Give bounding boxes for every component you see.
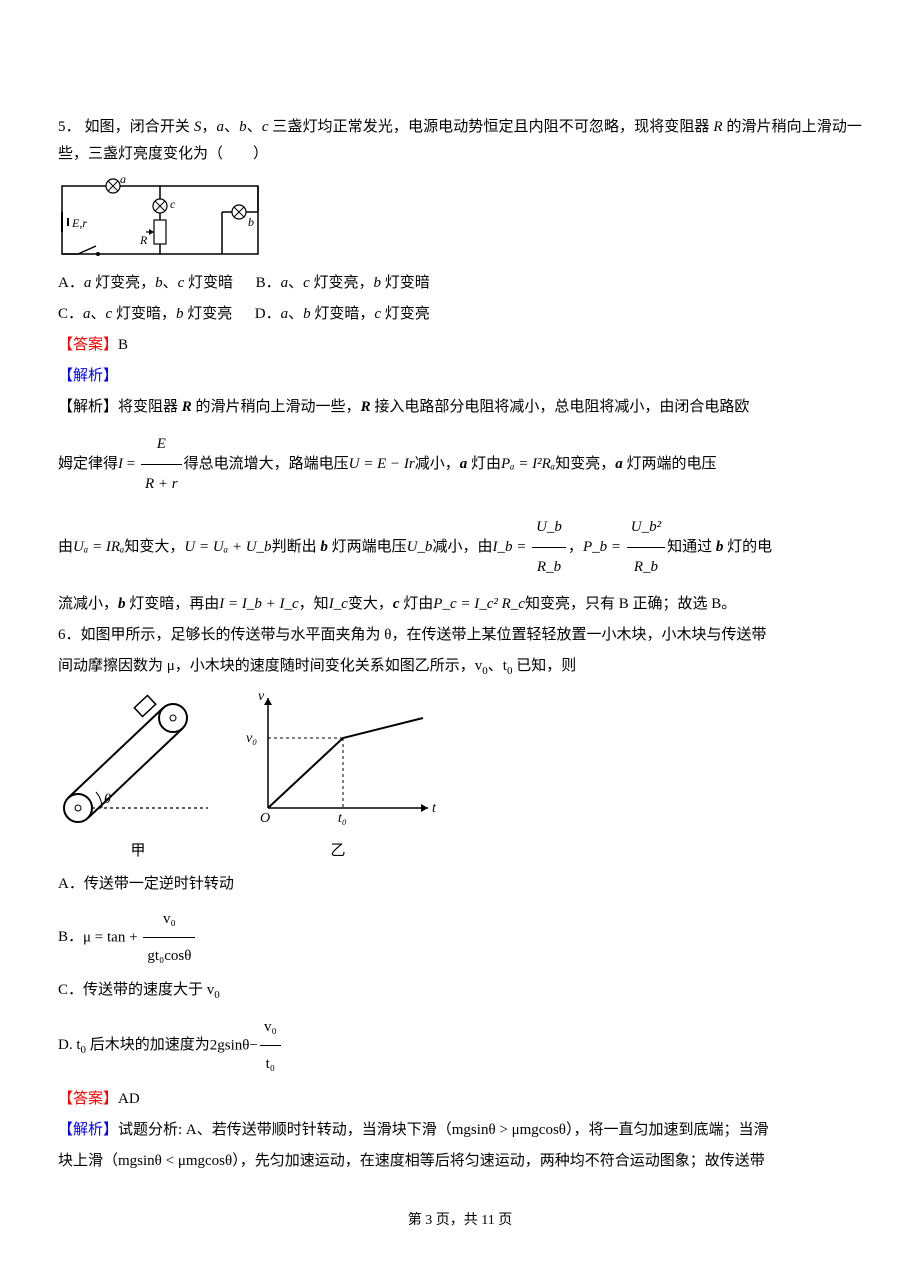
svg-text:t: t	[432, 801, 437, 816]
svg-text:R: R	[139, 233, 148, 247]
q6-fig-left-label: 甲	[58, 838, 218, 865]
q6-stem-line1: 6．如图甲所示，足够长的传送带与水平面夹角为 θ，在传送带上某位置轻轻放置一小木…	[58, 622, 862, 649]
q5-analysis-line2: 姆定律得I = ER + r得总电流增大，路端电压U = E − Ir减小，a …	[58, 425, 862, 504]
analysis-label-2: 【解析】	[58, 1122, 118, 1138]
q6-analysis-line2: 块上滑（mgsinθ < μmgcosθ），先匀加速运动，在速度相等后将匀速运动…	[58, 1148, 862, 1175]
svg-text:v: v	[258, 689, 265, 704]
q5-circuit-figure: E,r S a c R	[58, 174, 862, 260]
graph-svg: t v O v₀ t₀	[238, 688, 438, 828]
q6-optD: D. t0 后木块的加速度为2gsinθ−v₀t₀	[58, 1009, 862, 1082]
q5-a: a	[217, 119, 225, 135]
q6-answer-val: AD	[118, 1091, 140, 1107]
q5-stem-part2: ，	[201, 119, 216, 135]
answer-label: 【答案】	[58, 337, 118, 353]
q5-analysis-line3: 由Uₐ = IRₐ知变大，U = Uₐ + U_b判断出 b 灯两端电压U_b减…	[58, 508, 862, 587]
q5-optC-label: C．	[58, 306, 83, 322]
q5-optA-label: A．	[58, 275, 84, 291]
page-footer: 第 3 页，共 11 页	[0, 1208, 920, 1233]
q5-R: R	[713, 119, 722, 135]
svg-text:θ: θ	[104, 792, 111, 807]
q5-answer: 【答案】B	[58, 332, 862, 359]
q5-optD-label: D．	[255, 306, 281, 322]
q5-options-row2: C．a、c 灯变暗，b 灯变亮 D．a、b 灯变暗，c 灯变亮	[58, 301, 862, 328]
page: 5． 如图，闭合开关 S，a、b、c 三盏灯均正常发光，电源电动势恒定且内阻不可…	[0, 0, 920, 1273]
q5-number: 5．	[58, 119, 81, 135]
svg-text:E,r: E,r	[71, 216, 87, 230]
q6-analysis-line1: 【解析】试题分析: A、若传送带顺时针转动，当滑块下滑（mgsinθ > μmg…	[58, 1117, 862, 1144]
q6-figures: θ 甲 t v O v₀ t₀ 乙	[58, 688, 862, 865]
analysis-label: 【解析】	[58, 368, 118, 384]
circuit-svg: E,r S a c R	[58, 174, 263, 260]
svg-text:v₀: v₀	[246, 731, 257, 746]
svg-text:O: O	[260, 811, 270, 826]
q5-stem-part1: 如图，闭合开关	[84, 119, 193, 135]
q5-stem: 5． 如图，闭合开关 S，a、b、c 三盏灯均正常发光，电源电动势恒定且内阻不可…	[58, 114, 862, 168]
q5-optB-label: B．	[256, 275, 281, 291]
belt-svg: θ	[58, 688, 218, 828]
q6-optC: C．传送带的速度大于 v0	[58, 977, 862, 1006]
q5-analysis-line1: 【解析】将变阻器 R 的滑片稍向上滑动一些，R 接入电路部分电阻将减小，总电阻将…	[58, 394, 862, 421]
q6-optA: A．传送带一定逆时针转动	[58, 871, 862, 898]
q6-answer: 【答案】AD	[58, 1086, 862, 1113]
answer-label-2: 【答案】	[58, 1091, 118, 1107]
q5-b: b	[239, 119, 247, 135]
q5-stem-part3: 三盏灯均正常发光，电源电动势恒定且内阻不可忽略，现将变阻器	[268, 119, 713, 135]
svg-text:t₀: t₀	[338, 811, 347, 826]
svg-text:a: a	[120, 174, 126, 186]
q5-analysis-header: 【解析】	[58, 363, 862, 390]
q6-number: 6．	[58, 627, 81, 643]
sep2: 、	[247, 119, 262, 135]
svg-text:c: c	[170, 197, 176, 211]
sep1: 、	[224, 119, 239, 135]
q6-fig-right-label: 乙	[238, 838, 438, 865]
q5-options-row1: A．a 灯变亮，b、c 灯变暗 B．a、c 灯变亮，b 灯变暗	[58, 270, 862, 297]
q6-belt-figure: θ 甲	[58, 688, 218, 865]
svg-text:b: b	[248, 215, 254, 229]
q6-graph-figure: t v O v₀ t₀ 乙	[238, 688, 438, 865]
q6-optB: B．μ = tan + v₀gt₀cosθ	[58, 901, 862, 974]
q5-analysis-line4: 流减小，b 灯变暗，再由I = I_b + I_c，知I_c变大，c 灯由P_c…	[58, 591, 862, 618]
q5-answer-val: B	[118, 337, 128, 353]
q6-stem-line2: 间动摩擦因数为 μ，小木块的速度随时间变化关系如图乙所示，v0、t0 已知，则	[58, 653, 862, 682]
svg-text:S: S	[76, 257, 82, 260]
analysis-label2: 【解析】	[58, 399, 118, 415]
